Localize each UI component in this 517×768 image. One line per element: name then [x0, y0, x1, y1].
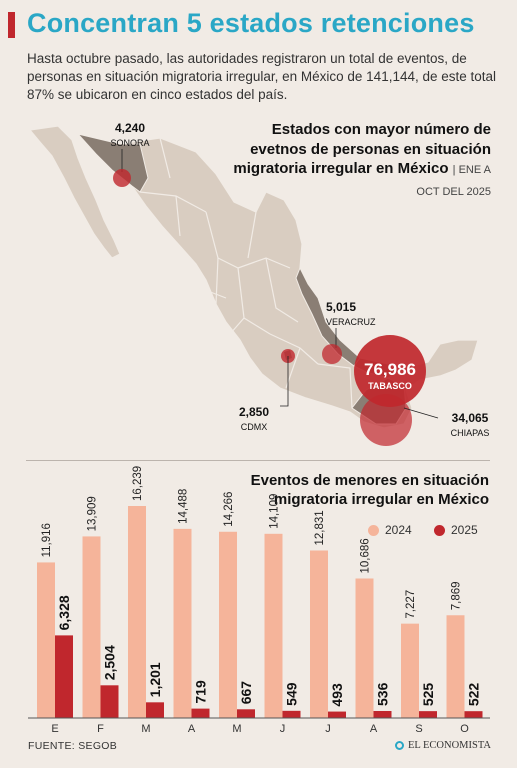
legend-2025-label: 2025 [451, 523, 478, 537]
map-title: Estados con mayor número de evetnos de p… [231, 120, 491, 202]
label-2024-2: 16,239 [132, 466, 144, 501]
logo-icon [394, 741, 404, 750]
map-mainland [76, 132, 479, 429]
tabasco-label: TABASCO [368, 381, 412, 391]
bar-2024-0 [37, 562, 55, 718]
bar-2024-6 [310, 550, 328, 718]
title-accent-bar [8, 12, 15, 38]
label-2025-1: 2,504 [102, 645, 118, 680]
bar-2025-6 [328, 711, 346, 718]
legend-2025: 2025 [434, 523, 478, 537]
bubble-tabasco [354, 335, 426, 407]
bubble-chiapas [360, 394, 412, 446]
map-title-text: Estados con mayor número de evetnos de p… [233, 121, 491, 177]
label-2025-9: 522 [466, 683, 482, 707]
bar-2024-9 [446, 615, 465, 718]
bar-2024-5 [264, 533, 283, 718]
bar-2025-4 [237, 709, 255, 718]
bar-2024-3 [173, 528, 192, 718]
bar-2025-7 [373, 711, 392, 718]
veracruz-value: 5,015 [326, 300, 356, 314]
x-tick-3: A [188, 723, 196, 735]
page-title: Concentran 5 estados retenciones [27, 8, 475, 38]
label-2024-5: 14,109 [269, 494, 281, 529]
label-2024-0: 11,916 [41, 523, 53, 557]
legend-2025-swatch [434, 524, 445, 536]
veracruz-label: VERACRUZ [326, 317, 376, 327]
tabasco-value: 76,986 [364, 360, 416, 379]
x-tick-0: E [51, 723, 58, 735]
chart-title: Eventos de menores en situación migrator… [250, 472, 489, 508]
legend-2024: 2024 [368, 523, 412, 537]
cdmx-value: 2,850 [239, 405, 269, 419]
bar-2025-9 [464, 711, 483, 718]
chiapas-value: 34,065 [452, 411, 489, 425]
label-2025-0: 6,328 [56, 595, 72, 630]
chiapas-label: CHIAPAS [451, 428, 490, 438]
x-tick-7: A [370, 723, 378, 735]
bar-2024-4 [219, 531, 237, 718]
bar-2025-0 [55, 635, 73, 718]
x-tick-9: O [460, 723, 469, 735]
bar-2025-5 [282, 710, 301, 718]
bar-2025-2 [146, 702, 164, 718]
label-2025-4: 667 [238, 681, 254, 705]
label-2024-7: 10,686 [360, 538, 372, 573]
map-period: | ENE A OCT DEL 2025 [416, 164, 491, 198]
legend-2024-swatch [368, 524, 379, 536]
x-tick-1: F [97, 723, 104, 735]
label-2024-1: 13,909 [87, 496, 99, 531]
intro-text: Hasta octubre pasado, las autoridades re… [27, 51, 497, 102]
x-tick-4: M [232, 723, 241, 735]
sonora-value: 4,240 [115, 121, 145, 135]
label-2024-6: 12,831 [314, 510, 326, 545]
mexico-map: 4,240 SONORA 5,015 VERACRUZ 2,850 CDMX 3… [28, 121, 490, 446]
label-2024-4: 14,266 [223, 492, 235, 527]
label-2024-9: 7,869 [451, 581, 463, 610]
label-2024-8: 7,227 [405, 590, 417, 619]
bubble-veracruz [322, 344, 342, 364]
label-2025-6: 493 [329, 683, 345, 707]
label-2024-3: 14,488 [178, 489, 190, 524]
cdmx-label: CDMX [241, 422, 268, 432]
footer-source: FUENTE: SEGOB [28, 740, 118, 752]
bubble-sonora [113, 169, 131, 187]
map-baja [28, 125, 121, 259]
label-2025-3: 719 [193, 680, 209, 704]
x-tick-2: M [141, 723, 150, 735]
label-2025-5: 549 [284, 682, 300, 706]
bar-2024-7 [355, 578, 374, 718]
bar-2025-8 [419, 711, 437, 718]
bar-2025-1 [100, 685, 119, 718]
label-2025-2: 1,201 [147, 662, 163, 697]
bar-2024-8 [401, 623, 419, 718]
legend-2024-label: 2024 [385, 523, 412, 537]
x-tick-6: J [325, 723, 331, 735]
label-2025-8: 525 [420, 683, 436, 707]
x-tick-5: J [280, 723, 286, 735]
footer-logo: EL ECONOMISTA [394, 740, 491, 751]
bar-2025-3 [191, 708, 210, 718]
label-2025-7: 536 [375, 682, 391, 706]
bar-2024-2 [128, 506, 146, 718]
bar-2024-1 [82, 536, 101, 718]
logo-text: EL ECONOMISTA [407, 740, 491, 751]
x-tick-8: S [415, 723, 422, 735]
sonora-label: SONORA [110, 138, 149, 148]
section-divider [26, 460, 490, 461]
